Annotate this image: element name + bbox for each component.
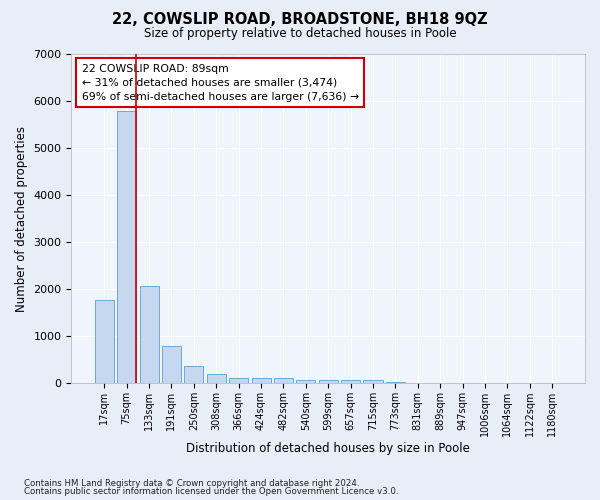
Text: Size of property relative to detached houses in Poole: Size of property relative to detached ho… (143, 28, 457, 40)
Text: Contains public sector information licensed under the Open Government Licence v3: Contains public sector information licen… (24, 487, 398, 496)
Bar (364, 380, 383, 384)
Bar (117, 112, 136, 384)
Bar (207, 374, 226, 384)
Bar (251, 378, 271, 384)
Bar (341, 380, 360, 384)
Bar (184, 366, 203, 384)
Text: Contains HM Land Registry data © Crown copyright and database right 2024.: Contains HM Land Registry data © Crown c… (24, 478, 359, 488)
Bar (386, 382, 405, 384)
Bar (140, 286, 158, 384)
Bar (95, 300, 114, 384)
Y-axis label: Number of detached properties: Number of detached properties (15, 126, 28, 312)
Bar (274, 378, 293, 384)
Text: 22, COWSLIP ROAD, BROADSTONE, BH18 9QZ: 22, COWSLIP ROAD, BROADSTONE, BH18 9QZ (112, 12, 488, 28)
Text: 22 COWSLIP ROAD: 89sqm
← 31% of detached houses are smaller (3,474)
69% of semi-: 22 COWSLIP ROAD: 89sqm ← 31% of detached… (82, 64, 359, 102)
Bar (162, 346, 181, 384)
Bar (229, 378, 248, 384)
X-axis label: Distribution of detached houses by size in Poole: Distribution of detached houses by size … (186, 442, 470, 455)
Bar (296, 380, 316, 384)
Bar (319, 380, 338, 384)
